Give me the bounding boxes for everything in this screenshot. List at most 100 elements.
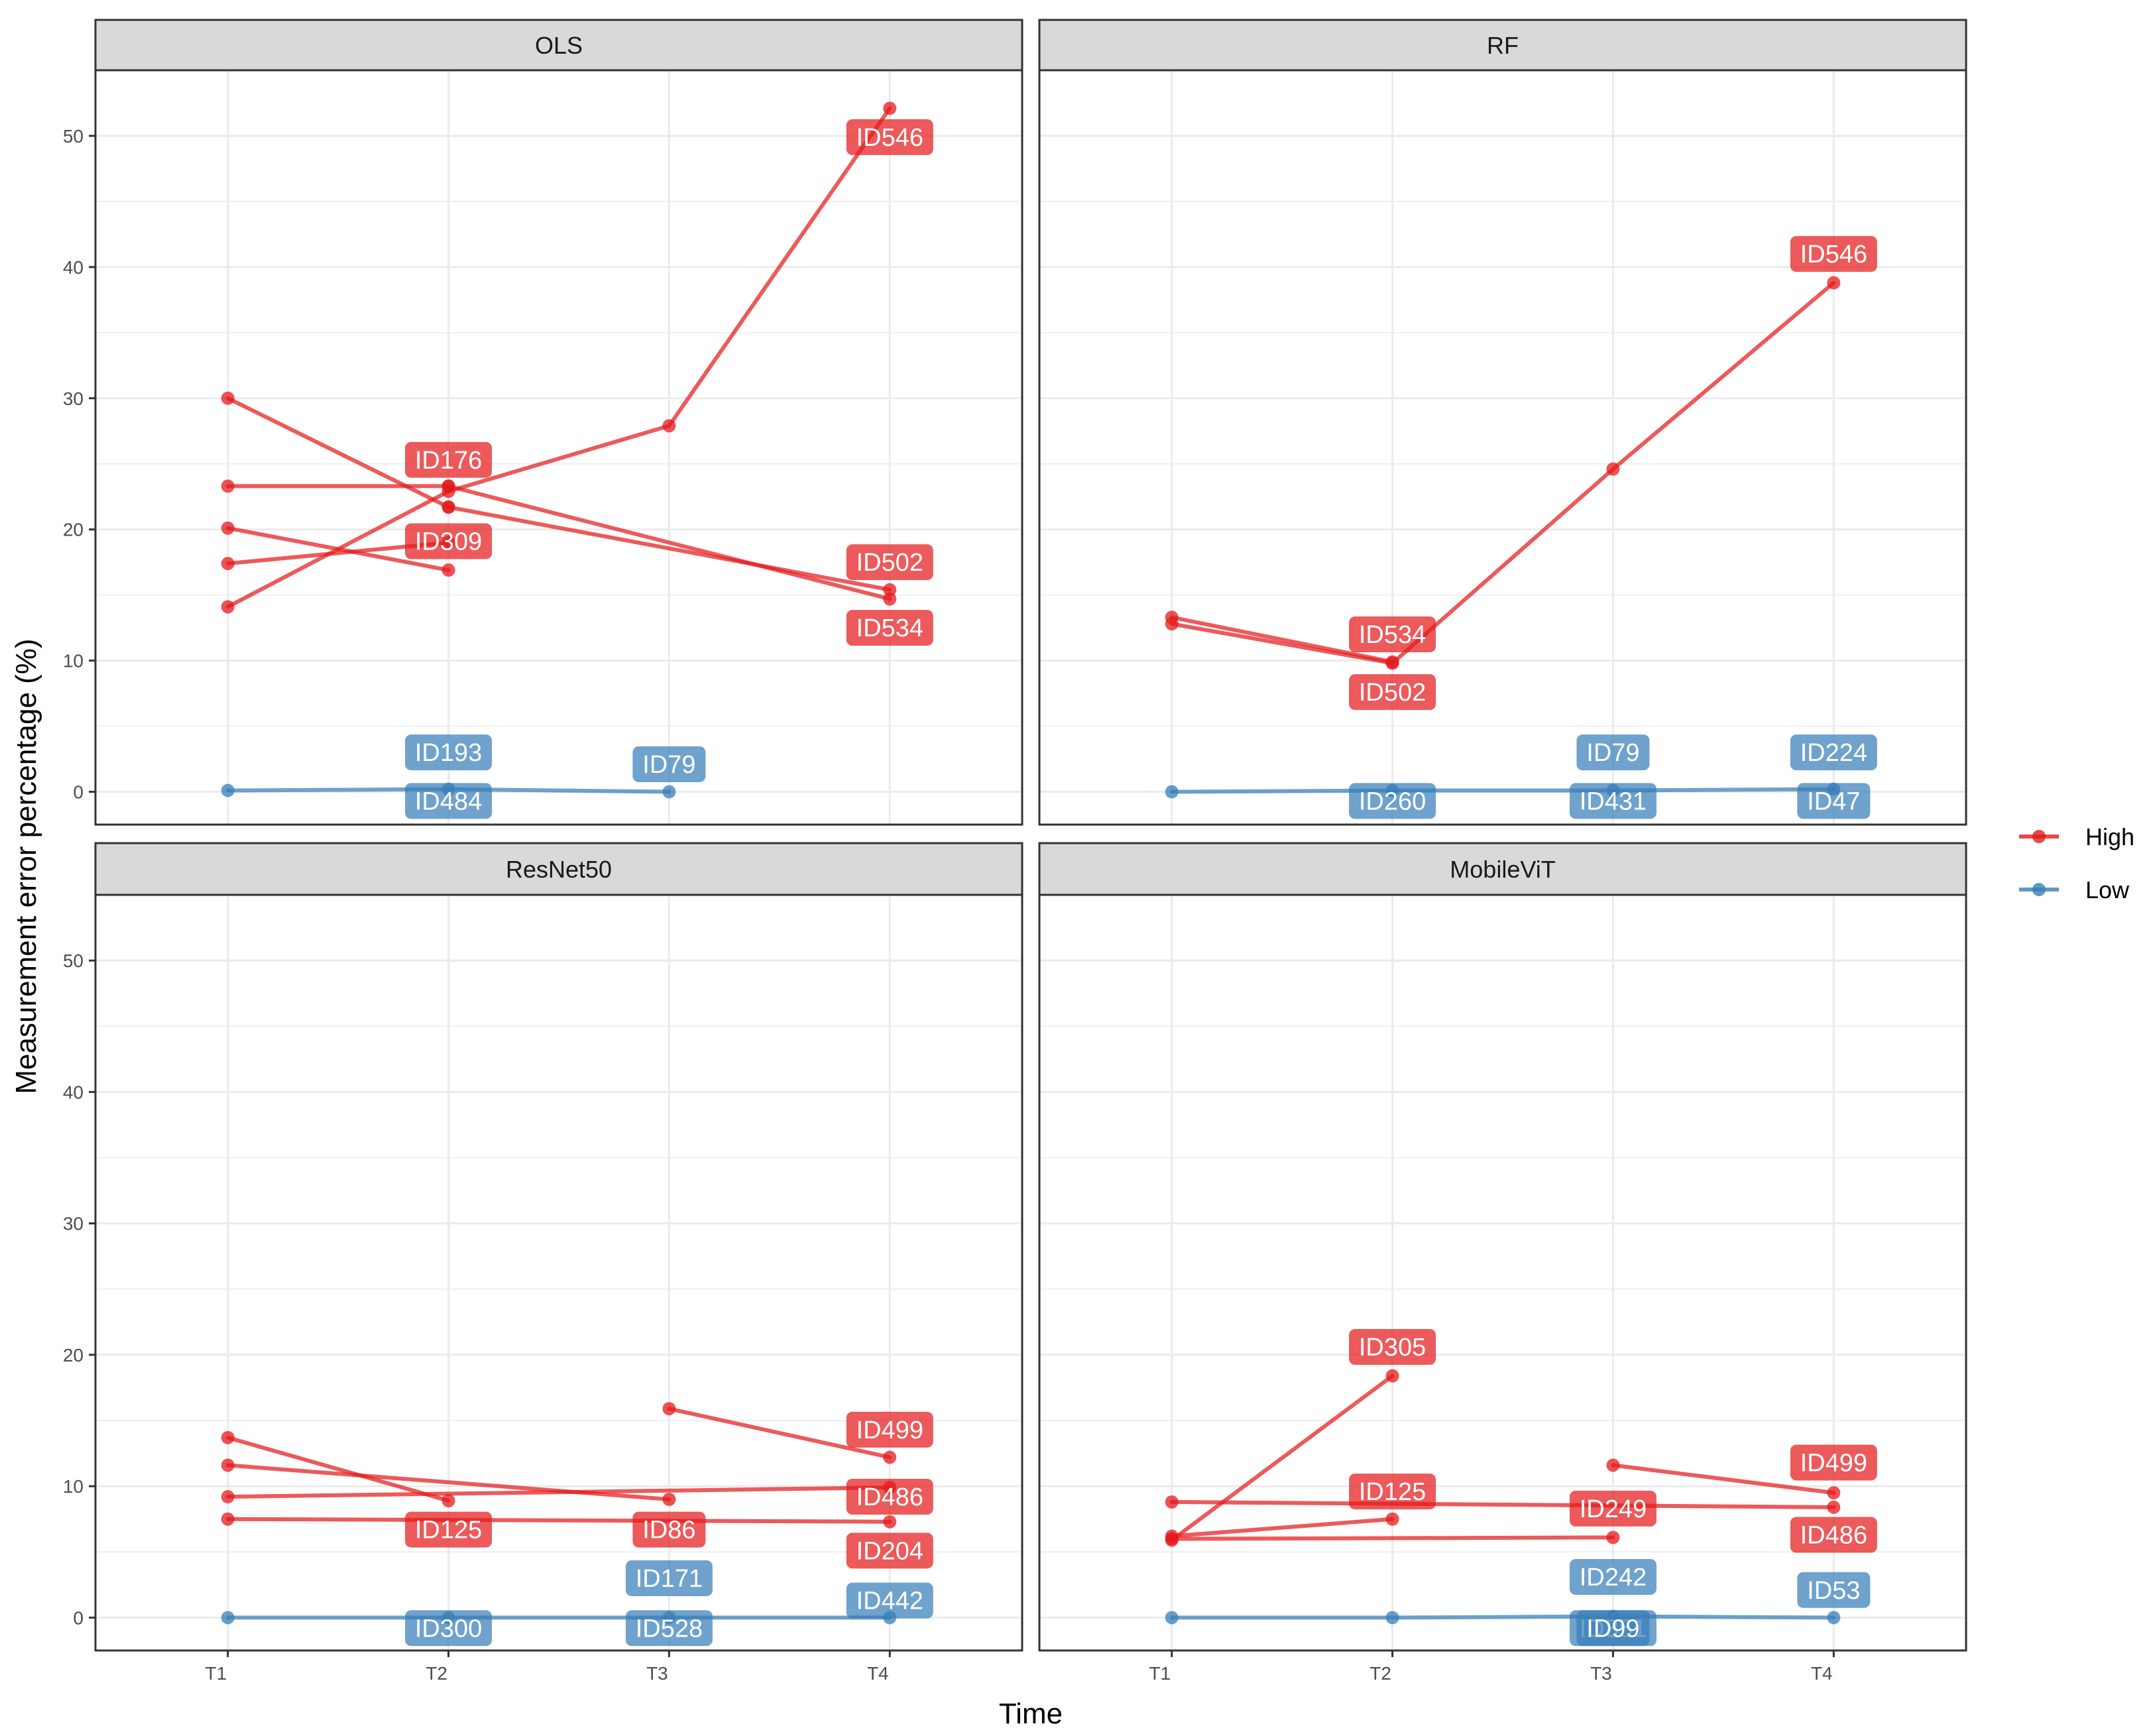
panel-background [1039,70,1966,825]
id-label: ID442 [846,1582,933,1619]
y-tick-label: 0 [73,1607,84,1628]
id-label: ID86 [632,1511,706,1548]
data-point-high [883,583,897,597]
data-point-high [221,479,235,493]
id-label-text: ID528 [636,1615,703,1643]
data-point-high [1165,1495,1179,1509]
series-line-low [1169,1614,1836,1620]
id-label-box [1349,1474,1436,1510]
legend-label: Low [2085,876,2130,903]
id-label-text: ID204 [856,1537,923,1565]
series-line-high [225,1435,451,1503]
x-tick-label: T3 [1590,1663,1612,1684]
id-label: ID47 [1797,783,1871,819]
id-label-box [846,119,933,155]
id-label-box [1569,783,1657,819]
legend-item-low: Low [2019,876,2130,903]
id-label-text: ID125 [1359,1478,1426,1506]
id-label: ID99 [1576,1610,1650,1647]
legend-key-point [2032,830,2046,843]
data-point-high [441,485,455,498]
y-tick-label: 20 [63,520,84,540]
id-label: ID546 [846,119,933,155]
id-label-text: ID499 [856,1417,923,1444]
id-label-text: ID486 [856,1483,923,1511]
id-label: ID79 [632,746,706,782]
id-label-box [846,1479,933,1515]
data-point-high [221,521,235,535]
id-label: ID305 [1349,1329,1436,1365]
data-point-low [1165,1611,1179,1625]
x-tick-label: T1 [205,1663,227,1684]
id-label: ID534 [846,610,933,646]
id-label-box [405,1610,493,1647]
id-label-text: ID442 [856,1588,923,1615]
x-tick-label: T2 [426,1663,447,1684]
id-label: ID242 [1569,1558,1657,1595]
facet-strip-title: OLS [535,32,583,59]
id-label-box [1569,1490,1657,1527]
facet-strip [1038,19,1967,72]
id-label-box [1349,1329,1436,1365]
series-line-high [667,1407,892,1460]
id-label-text: ID546 [1800,241,1867,268]
id-label-box [405,523,493,559]
series-line-high [1611,1463,1836,1495]
id-label-text: ID499 [1800,1449,1867,1477]
data-point-high [1606,1531,1620,1544]
id-label-text: ID484 [415,787,482,815]
id-label: ID204 [846,1533,933,1569]
panels-layer: ID546 ID176 ID309 ID502 ID534 ID193 ID79 ID484 O… [63,19,1967,1684]
y-tick-label: 20 [63,1345,84,1365]
id-label-box [405,1511,493,1548]
data-point-high [883,592,897,606]
id-label: ID431 [1569,783,1657,819]
facet-strip [1038,842,1967,896]
id-label-box [405,441,493,478]
id-label-box [1790,236,1877,272]
data-point-low [1385,1611,1399,1625]
id-label: ID260 [1349,783,1436,819]
id-label-text: ID53 [1807,1577,1860,1605]
data-point-high [1385,1369,1399,1383]
series-line-high [225,106,892,609]
id-label-text: ID431 [1580,787,1647,815]
data-point-low [1165,785,1179,799]
id-label: ID499 [846,1411,933,1448]
series-line-high [225,1463,671,1501]
data-point-low [221,1611,235,1625]
y-tick-label: 0 [73,782,84,803]
data-point-high [1385,1512,1399,1526]
facet-strip-title: RF [1487,32,1519,59]
legend-label: High [2085,823,2134,850]
id-label: ID502 [846,544,933,581]
data-point-low [662,785,676,799]
id-label: ID486 [846,1479,933,1515]
id-label: ID309 [405,523,493,559]
id-label-text: ID309 [415,528,482,556]
id-label-box [1797,783,1871,819]
data-point-low [221,783,235,797]
id-label-text: ID534 [856,614,923,642]
series-line-high [446,484,892,601]
id-label-box [846,1411,933,1448]
x-tick-label: T3 [646,1663,668,1684]
id-label: ID125 [405,1511,493,1548]
id-label-text: ID300 [415,1615,482,1643]
id-label-text: ID176 [415,447,482,475]
data-point-high [1827,1486,1841,1500]
legend-key-point [2032,883,2046,896]
id-label-box [1790,1444,1877,1481]
data-point-high [441,563,455,577]
y-tick-label: 30 [63,1214,84,1234]
id-label: ID224 [1790,734,1877,771]
id-label-text: ID502 [856,549,923,577]
data-point-high [221,391,235,405]
id-label-text: ID171 [636,1565,703,1593]
data-point-high [1385,656,1399,670]
id-label-box [1797,1572,1871,1608]
id-label-box [632,746,706,782]
facet-strip-title: MobileViT [1450,856,1555,883]
facet-panel-mobilevit: ID305ID499ID125ID249ID486ID242ID53ID351I… [1038,842,1967,1684]
